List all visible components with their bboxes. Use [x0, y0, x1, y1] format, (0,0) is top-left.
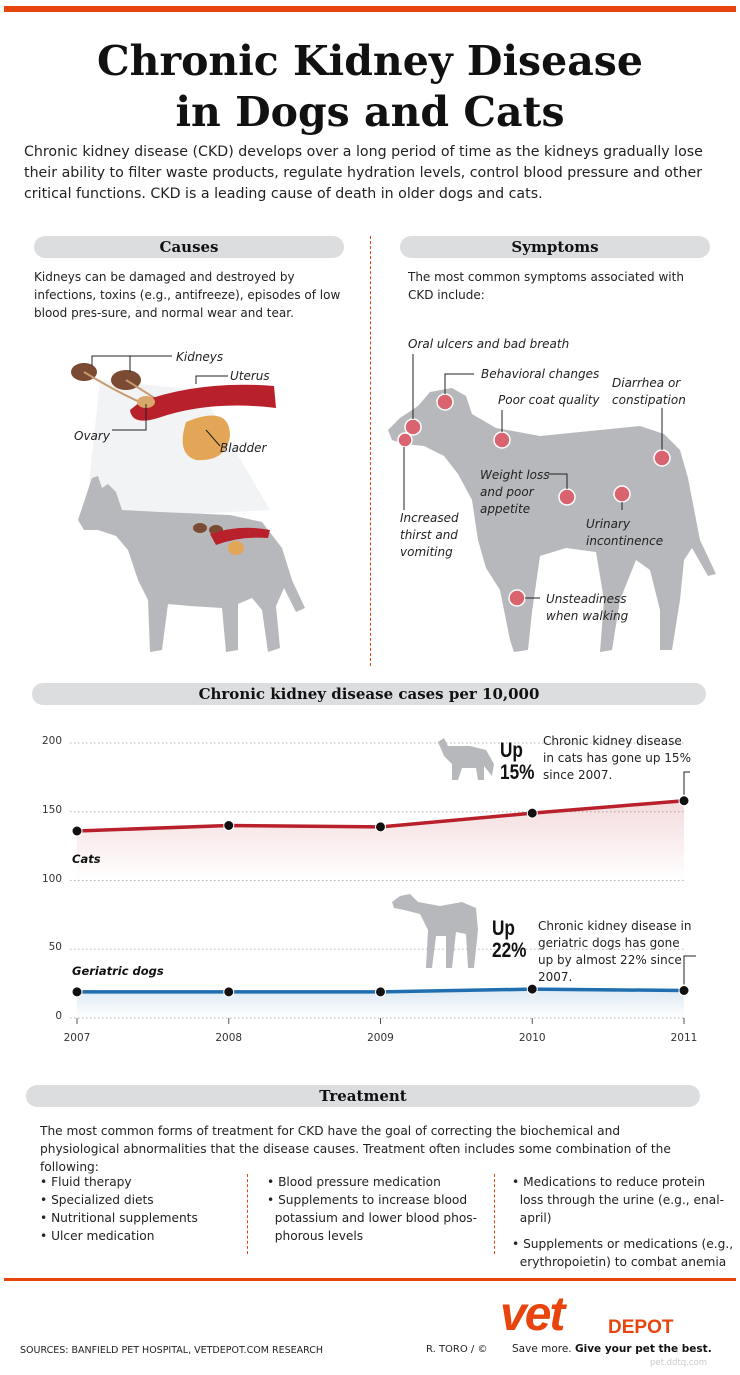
- label-unsteadiness: Unsteadiness when walking: [546, 592, 629, 623]
- symptoms-text: The most common symptoms associated with…: [408, 270, 684, 302]
- cats-up-label: Up: [500, 739, 523, 762]
- label-weight-loss: Weight loss and poor appetite: [480, 468, 550, 516]
- treatment-item: • Fluid therapy: [40, 1175, 132, 1189]
- label-uterus: Uterus: [230, 369, 270, 383]
- label-thirst: Increased thirst and vomiting: [400, 511, 459, 559]
- data-point: [223, 986, 235, 998]
- treatment-heading: Treatment: [26, 1085, 700, 1107]
- y-tick-label: 200: [41, 735, 62, 747]
- chart-heading: Chronic kidney disease cases per 10,000: [32, 683, 706, 705]
- intro-paragraph: Chronic kidney disease (CKD) develops ov…: [24, 144, 703, 202]
- treatment-col-2: • Blood pressure medication • Supplement…: [267, 1173, 477, 1245]
- label-urinary: Urinary incontinence: [586, 517, 664, 548]
- label-kidneys: Kidneys: [176, 350, 224, 364]
- treatment-divider-2: [494, 1174, 495, 1254]
- treatment-item: • Blood pressure medication: [267, 1175, 441, 1189]
- x-tick-label: 2007: [63, 1032, 91, 1044]
- dogs-up-percent: 22%: [492, 939, 527, 962]
- data-point: [678, 985, 690, 996]
- watermark: pet.ddtq.com: [650, 1358, 708, 1368]
- treatment-item: • Ulcer medication: [40, 1229, 155, 1243]
- dogs-callout-line: [683, 955, 696, 985]
- series-area-cats: [77, 800, 684, 881]
- treatment-item: • Supplements or medications (e.g.,: [512, 1237, 734, 1251]
- symptom-dots: [397, 393, 671, 607]
- logo-main: vet: [500, 1288, 565, 1341]
- tagline-part-b: Give your pet the best.: [575, 1343, 712, 1355]
- symptoms-heading: Symptoms: [400, 236, 710, 258]
- treatment-divider-1: [247, 1174, 248, 1254]
- cats-callout-line: [683, 771, 690, 795]
- title-line-1: Chronic Kidney Disease: [97, 37, 643, 85]
- x-tick-label: 2010: [518, 1032, 546, 1044]
- treatment-item: potassium and lower blood phos-: [267, 1211, 478, 1225]
- data-point: [223, 820, 235, 831]
- causes-heading: Causes: [34, 236, 344, 258]
- symptom-leader-lines: [403, 354, 663, 599]
- treatment-item: • Nutritional supplements: [40, 1211, 198, 1225]
- page-title: Chronic Kidney Disease in Dogs and Cats: [0, 36, 740, 138]
- treatment-text: The most common forms of treatment for C…: [40, 1124, 671, 1174]
- x-tick-label: 2009: [367, 1032, 394, 1044]
- treatment-item: april): [512, 1211, 552, 1225]
- label-diarrhea: Diarrhea or constipation: [612, 376, 686, 407]
- treatment-item: • Supplements to increase blood: [267, 1193, 468, 1207]
- data-point: [526, 983, 538, 995]
- ovary: [137, 396, 155, 408]
- author-credit: R. TORO / ©: [426, 1344, 488, 1355]
- y-tick-label: 100: [41, 872, 62, 885]
- data-point: [375, 821, 386, 833]
- y-tick-label: 150: [41, 803, 62, 816]
- logo-sub: DEPOT: [608, 1317, 674, 1338]
- label-behavioral: Behavioral changes: [481, 367, 600, 381]
- cat-silhouette: [78, 476, 305, 652]
- cause-leader-lines: [91, 355, 228, 447]
- top-accent-bar: [4, 6, 736, 12]
- treatment-item: erythropoietin) to combat anemia: [512, 1255, 727, 1269]
- treatment-item: • Medications to reduce protein: [512, 1175, 706, 1189]
- treatment-item: [512, 1227, 733, 1235]
- data-point: [526, 807, 538, 819]
- y-tick-label: 0: [55, 1010, 62, 1022]
- label-bladder: Bladder: [220, 441, 267, 455]
- cat-illustration: [71, 355, 305, 652]
- series-label-cats: Cats: [72, 852, 101, 866]
- dog-silhouette: [388, 388, 716, 652]
- data-point: [375, 986, 386, 998]
- dog-illustration: [388, 354, 716, 652]
- title-line-2: in Dogs and Cats: [175, 88, 565, 136]
- dogs-up-label: Up: [492, 917, 515, 940]
- section-divider: [370, 236, 371, 666]
- bladder: [182, 415, 230, 461]
- chart-dog-silhouette: [392, 894, 478, 968]
- label-ovary: Ovary: [74, 429, 110, 443]
- magnify-beam: [85, 380, 270, 520]
- x-tick-label: 2011: [670, 1032, 698, 1044]
- treatment-item: phorous levels: [267, 1229, 364, 1243]
- dogs-callout-note: Chronic kidney disease in geriatric dogs…: [538, 919, 692, 984]
- uterus: [130, 384, 276, 421]
- x-tick-label: 2008: [215, 1032, 243, 1044]
- label-coat: Poor coat quality: [498, 393, 600, 407]
- treatment-col-3: • Medications to reduce protein loss thr…: [512, 1173, 733, 1271]
- causes-text: Kidneys can be damaged and destroyed by …: [34, 270, 341, 320]
- cats-up-percent: 15%: [500, 761, 535, 784]
- cats-callout-note: Chronic kidney disease in cats has gone …: [543, 734, 691, 782]
- series-label-dogs: Geriatric dogs: [72, 964, 164, 978]
- treatment-item: loss through the urine (e.g., enal-: [512, 1193, 724, 1207]
- data-point: [71, 986, 83, 998]
- treatment-item: • Specialized diets: [40, 1193, 154, 1207]
- logo-tagline: Save more. Give your pet the best.: [512, 1343, 712, 1355]
- label-oral-ulcers: Oral ulcers and bad breath: [408, 337, 570, 351]
- y-tick-label: 50: [48, 941, 62, 954]
- tagline-part-a: Save more.: [512, 1343, 572, 1355]
- data-point: [678, 795, 690, 807]
- treatment-col-1: • Fluid therapy • Specialized diets • Nu…: [40, 1173, 198, 1245]
- chart-cat-silhouette: [438, 738, 494, 780]
- bottom-accent-bar: [4, 1278, 736, 1281]
- sources-credit: SOURCES: BANFIELD PET HOSPITAL, VETDEPOT…: [20, 1345, 324, 1356]
- data-point: [71, 825, 83, 837]
